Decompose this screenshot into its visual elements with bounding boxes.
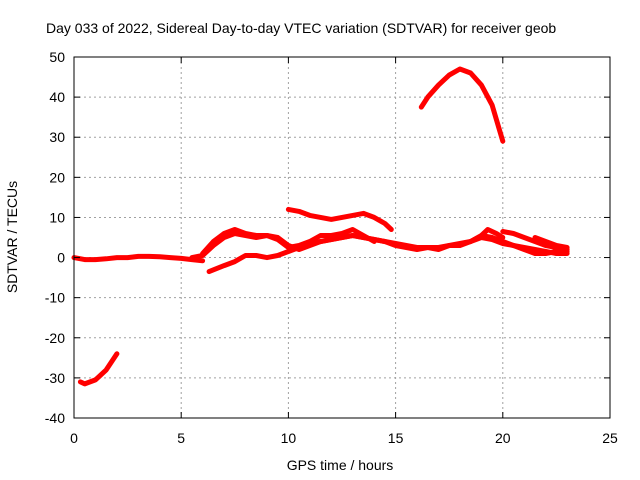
x-axis-title: GPS time / hours: [287, 457, 394, 473]
y-tick-label: 10: [49, 209, 65, 225]
series-line-arc-d: [206, 233, 570, 275]
series-line-arc-a: [71, 253, 206, 264]
y-tick-label: -10: [45, 290, 65, 306]
x-tick-label: 10: [281, 430, 297, 446]
series-line-arc-e: [200, 227, 377, 256]
y-tick-label: -30: [45, 370, 65, 386]
series-line-arc-h: [468, 227, 506, 244]
x-tick-label: 20: [495, 430, 511, 446]
y-tick-label: 0: [57, 250, 65, 266]
y-tick-label: 50: [49, 49, 65, 65]
series-line-arc-f: [285, 206, 394, 232]
chart-title: Day 033 of 2022, Sidereal Day-to-day VTE…: [46, 20, 556, 36]
series-line-arc-b: [77, 351, 120, 387]
x-tick-label: 5: [177, 430, 185, 446]
y-axis-title: SDTVAR / TECUs: [4, 181, 20, 293]
ticks: 0 5 10 15 20 25 -40 -30 -20 -10 0 10 20 30 40 50: [45, 49, 618, 446]
y-tick-label: 20: [49, 169, 65, 185]
x-tick-label: 25: [602, 430, 618, 446]
grid: [74, 57, 610, 418]
y-tick-label: 40: [49, 89, 65, 105]
y-tick-label: -40: [45, 410, 65, 426]
series-line-arc-j: [532, 235, 570, 250]
x-tick-label: 0: [70, 430, 78, 446]
y-tick-label: 30: [49, 129, 65, 145]
y-tick-label: -20: [45, 330, 65, 346]
series-line-arc-g: [418, 66, 506, 144]
plot-frame: [73, 56, 611, 419]
series-layer: [71, 66, 570, 387]
x-tick-label: 15: [388, 430, 404, 446]
